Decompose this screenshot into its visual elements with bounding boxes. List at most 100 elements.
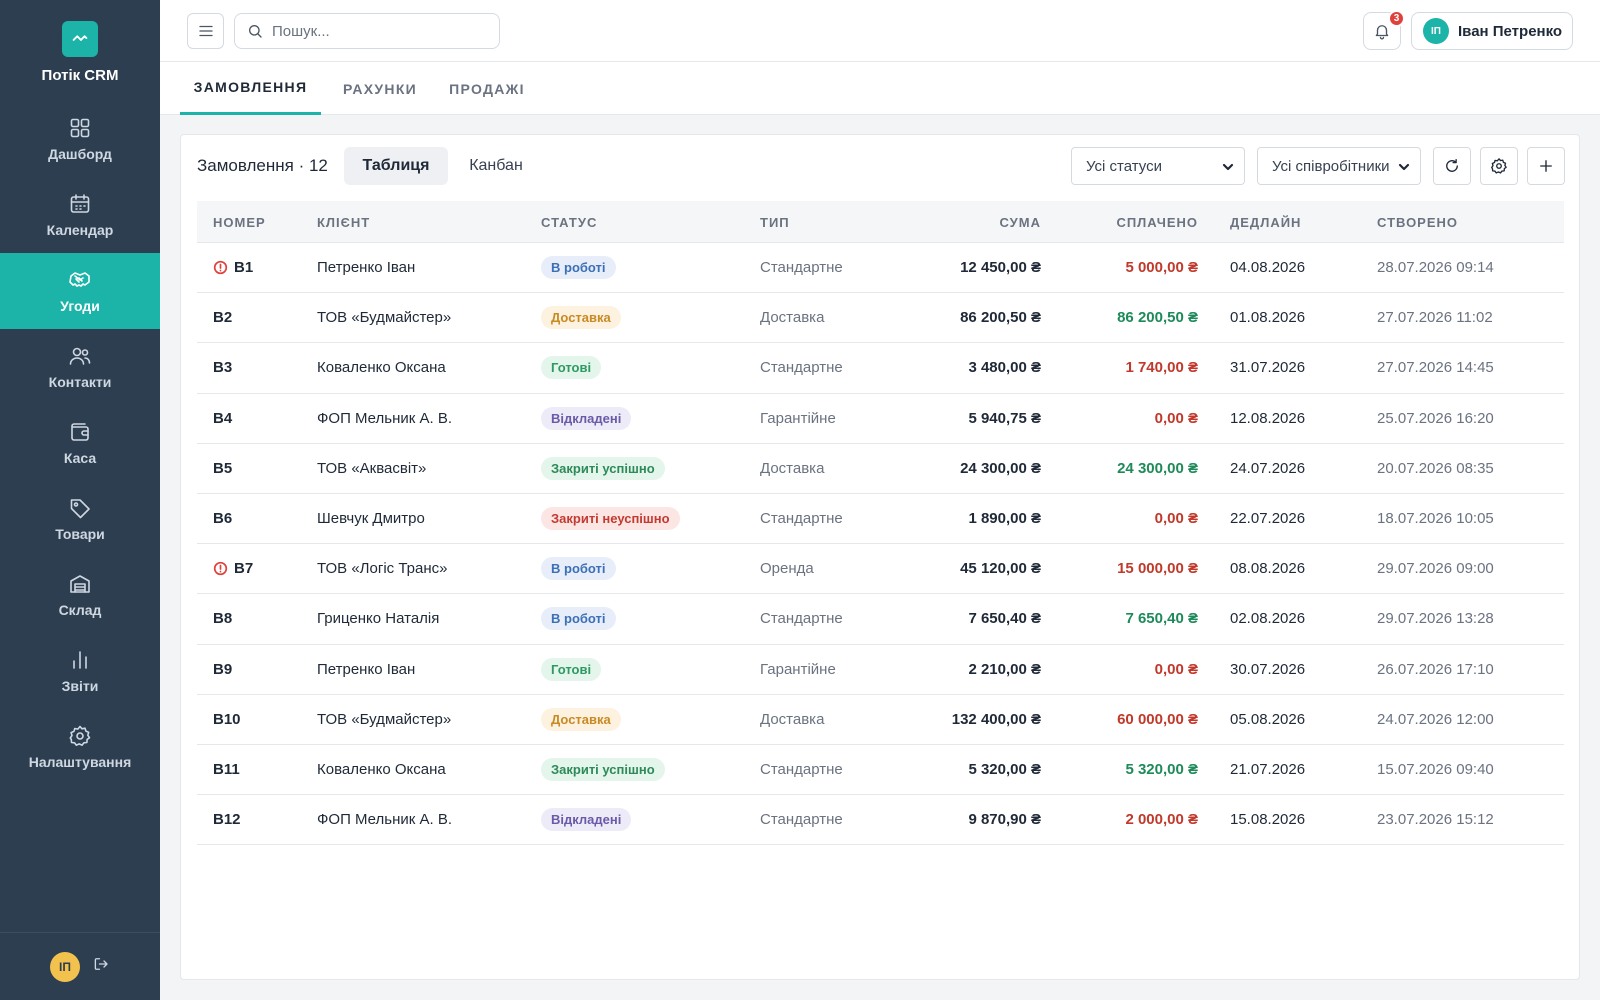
brand-logo[interactable]	[62, 20, 98, 57]
handshake-icon	[69, 272, 90, 287]
status-cell: Закриті неуспішно	[541, 494, 680, 543]
table-row[interactable]: В10 ТОВ «Будмайстер» Доставка Доставка 132 4…	[197, 695, 1564, 745]
created-cell: 26.07.2026 17:10	[1377, 660, 1494, 678]
column-header-sum[interactable]: СУМА	[999, 214, 1041, 230]
table-row[interactable]: В8 Гриценко Наталія В роботі Стандартне 7 65…	[197, 594, 1564, 645]
view-kanban-button[interactable]: Канбан	[469, 157, 523, 174]
search-input[interactable]	[272, 22, 482, 40]
sidebar-item-dashboard[interactable]: Дашборд	[0, 101, 160, 177]
client-cell[interactable]: ТОВ «Логіс Транс»	[317, 560, 448, 578]
column-header-deadline[interactable]: ДЕДЛАЙН	[1230, 214, 1302, 230]
bar-chart-icon	[73, 651, 87, 669]
sidebar-item-label: Склад	[58, 602, 102, 618]
sidebar-item-cashbox[interactable]: Каса	[0, 405, 160, 481]
client-cell[interactable]: Шевчук Дмитро	[317, 510, 425, 528]
sidebar-item-contacts[interactable]: Контакти	[0, 329, 160, 405]
sidebar-item-warehouse[interactable]: Склад	[0, 557, 160, 633]
client-cell[interactable]: Коваленко Оксана	[317, 760, 446, 778]
table-row[interactable]: В2 ТОВ «Будмайстер» Доставка Доставка 86 200…	[197, 293, 1564, 344]
column-header-status[interactable]: СТАТУС	[541, 214, 598, 230]
table-row[interactable]: В9 Петренко Іван Готові Гарантійне 2 210,00 …	[197, 645, 1564, 695]
column-header-number[interactable]: НОМЕР	[213, 214, 266, 230]
type-cell: Доставка	[760, 459, 825, 477]
order-number[interactable]: В12	[213, 811, 241, 829]
sidebar-item-settings[interactable]: Налаштування	[0, 709, 160, 785]
paid-cell: 24 300,00 ₴	[1117, 459, 1198, 477]
client-cell[interactable]: Петренко Іван	[317, 259, 416, 277]
table-row[interactable]: В5 ТОВ «Аквасвіт» Закриті успішно Доставка 2…	[197, 444, 1564, 494]
status-badge: Готові	[541, 356, 602, 380]
order-number[interactable]: В3	[213, 359, 233, 377]
table-row[interactable]: В11 Коваленко Оксана Закриті успішно Станда…	[197, 745, 1564, 796]
order-number[interactable]: В1	[234, 259, 254, 277]
status-filter-select[interactable]: Усі статуси	[1071, 147, 1245, 185]
table-row[interactable]: В4 ФОП Мельник А. В. Відкладені Гарантійне 5…	[197, 394, 1564, 444]
sidebar: Потік CRM Дашборд Календар Угоди Контакт…	[0, 0, 160, 1000]
sidebar-item-products[interactable]: Товари	[0, 481, 160, 557]
column-header-client[interactable]: КЛІЄНТ	[317, 214, 371, 230]
calendar-icon	[70, 194, 90, 213]
sum-cell: 2 210,00 ₴	[968, 660, 1041, 678]
paid-cell: 2 000,00 ₴	[1125, 811, 1198, 829]
sidebar-item-label: Контакти	[48, 374, 112, 390]
client-cell[interactable]: ТОВ «Будмайстер»	[317, 309, 452, 327]
status-cell: В роботі	[541, 544, 616, 593]
column-header-created[interactable]: СТВОРЕНО	[1377, 214, 1459, 230]
order-number[interactable]: В2	[213, 309, 233, 327]
sidebar-item-deals[interactable]: Угоди	[0, 253, 160, 329]
logout-icon[interactable]	[92, 955, 110, 978]
user-menu[interactable]: ІП Іван Петренко	[1411, 12, 1573, 50]
paid-cell: 86 200,50 ₴	[1117, 309, 1198, 327]
order-number[interactable]: В4	[213, 409, 233, 427]
column-header-type[interactable]: ТИП	[760, 214, 790, 230]
created-cell: 20.07.2026 08:35	[1377, 459, 1494, 477]
table-row[interactable]: В6 Шевчук Дмитро Закриті неуспішно Стандарт…	[197, 494, 1564, 545]
tab-sales[interactable]: ПРОДАЖІ	[449, 80, 525, 97]
add-order-button[interactable]	[1527, 147, 1565, 185]
client-cell[interactable]: ТОВ «Аквасвіт»	[317, 459, 427, 477]
table-row[interactable]: В7 ТОВ «Логіс Транс» В роботі Оренда 45 120,…	[197, 544, 1564, 595]
sidebar-item-label: Угоди	[60, 298, 100, 314]
sidebar-item-reports[interactable]: Звіти	[0, 633, 160, 709]
order-number[interactable]: В7	[234, 560, 254, 578]
sidebar-item-calendar[interactable]: Календар	[0, 177, 160, 253]
deadline-cell: 01.08.2026	[1230, 309, 1306, 327]
avatar: ІП	[1423, 18, 1449, 44]
client-cell[interactable]: ФОП Мельник А. В.	[317, 409, 452, 427]
table-settings-button[interactable]	[1480, 147, 1518, 185]
staff-filter-select[interactable]: Усі співробітники	[1257, 147, 1421, 185]
tab-orders[interactable]: ЗАМОВЛЕННЯ	[180, 62, 321, 115]
column-header-paid[interactable]: СПЛАЧЕНО	[1116, 214, 1198, 230]
refresh-button[interactable]	[1433, 147, 1471, 185]
order-number[interactable]: В6	[213, 510, 233, 528]
created-cell: 24.07.2026 12:00	[1377, 710, 1494, 728]
paid-cell: 0,00 ₴	[1154, 660, 1198, 678]
created-cell: 29.07.2026 09:00	[1377, 560, 1494, 578]
table-row[interactable]: В12 ФОП Мельник А. В. Відкладені Стандартне…	[197, 795, 1564, 846]
created-cell: 28.07.2026 09:14	[1377, 259, 1494, 277]
order-number[interactable]: В11	[213, 760, 240, 778]
view-table-button[interactable]: Таблиця	[344, 147, 448, 185]
client-cell[interactable]: Петренко Іван	[317, 660, 416, 678]
deadline-cell: 22.07.2026	[1230, 510, 1306, 528]
order-number[interactable]: В5	[213, 459, 233, 477]
order-number[interactable]: В8	[213, 610, 233, 628]
table-row[interactable]: В3 Коваленко Оксана Готові Стандартне 3 480,…	[197, 343, 1564, 394]
table-row[interactable]: В1 Петренко Іван В роботі Стандартне 12 450,…	[197, 243, 1564, 294]
tab-invoices[interactable]: РАХУНКИ	[342, 80, 418, 97]
client-cell[interactable]: Коваленко Оксана	[317, 359, 446, 377]
staff-filter-value: Усі співробітники	[1272, 157, 1390, 175]
status-badge: Закриті неуспішно	[541, 507, 680, 531]
client-cell[interactable]: ФОП Мельник А. В.	[317, 811, 452, 829]
notifications-button[interactable]: 3	[1363, 10, 1405, 50]
client-cell[interactable]: ТОВ «Будмайстер»	[317, 710, 452, 728]
avatar[interactable]: ІП	[50, 951, 80, 982]
order-number[interactable]: В10	[213, 710, 241, 728]
client-cell[interactable]: Гриценко Наталія	[317, 610, 440, 628]
status-cell: Готові	[541, 645, 602, 694]
tag-icon	[70, 499, 90, 519]
menu-toggle-button[interactable]	[187, 13, 224, 49]
plus-icon	[1540, 160, 1552, 172]
order-number[interactable]: В9	[213, 660, 233, 678]
status-cell: Закриті успішно	[541, 745, 665, 794]
